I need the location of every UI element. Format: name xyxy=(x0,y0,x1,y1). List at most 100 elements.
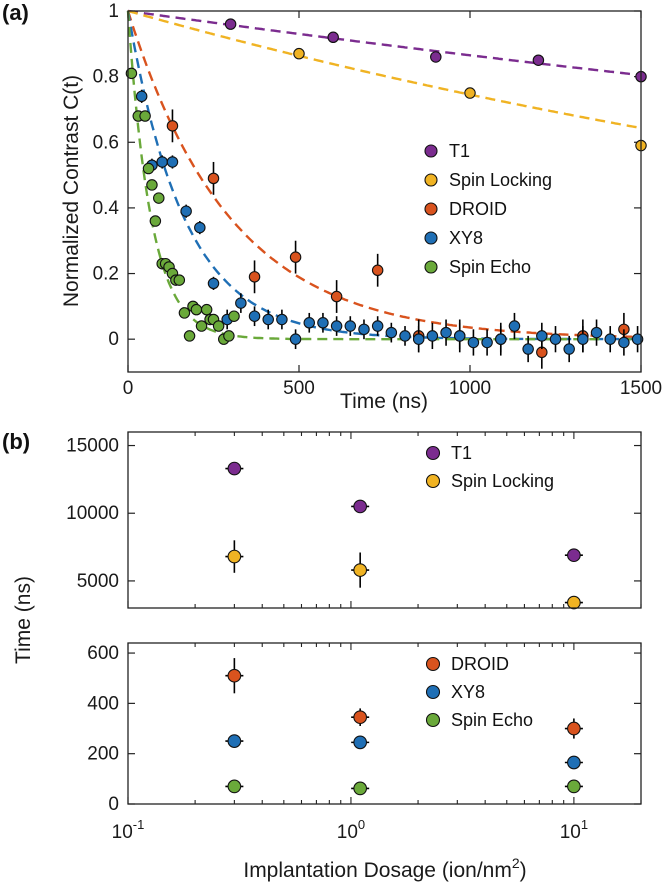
data-point-droid xyxy=(371,264,384,277)
data-point-xy8 xyxy=(567,755,581,770)
x-tick-label-exponent: -1 xyxy=(133,817,145,832)
panel-b-xlabel-main: Implantation Dosage (ion/nm xyxy=(243,859,511,882)
data-point-t1 xyxy=(227,461,242,476)
legend-marker-spin-echo xyxy=(424,260,438,274)
data-point-droid xyxy=(289,251,302,263)
data-point-xy8 xyxy=(289,333,302,345)
data-point-droid xyxy=(166,120,179,132)
data-point-spin-echo xyxy=(195,320,208,332)
data-point-t1 xyxy=(327,31,339,44)
panel-a-ticks: 0 500 1000 1500 0 0.2 0.4 0.6 0.8 1 xyxy=(93,1,663,399)
data-point-xy8 xyxy=(248,310,261,322)
panel-a-legend: T1 Spin Locking DROID XY8 Spin Echo xyxy=(424,141,552,277)
data-point-xy8 xyxy=(235,297,247,309)
y-tick-label: 200 xyxy=(87,744,119,765)
panel-b: (b) 5000 10000 15000 T1 Spin Locking 0 200 40… xyxy=(2,429,642,882)
data-point-xy8 xyxy=(262,313,274,326)
y-tick-label: 0.2 xyxy=(93,264,119,285)
y-tick-label: 10000 xyxy=(66,503,119,524)
data-point-xy8 xyxy=(135,90,148,103)
data-point-spin-echo xyxy=(190,303,203,316)
fit-curve-spin-echo xyxy=(126,10,641,341)
data-point-xy8 xyxy=(522,343,534,355)
fit-curve-xy8 xyxy=(126,10,641,341)
panel-b-bottom-data-points xyxy=(225,658,583,796)
data-point-spin-echo xyxy=(228,310,240,322)
data-point-xy8 xyxy=(385,326,398,339)
legend-label-droid: DROID xyxy=(449,199,507,219)
data-point-xy8 xyxy=(344,320,357,332)
data-point-spin-echo xyxy=(200,303,213,316)
data-point-droid xyxy=(330,290,343,303)
data-point-spin-echo xyxy=(153,192,165,204)
x-tick-label-base: 10 xyxy=(560,822,581,843)
panel-b-xlabel: Implantation Dosage (ion/nm2) xyxy=(243,855,526,882)
data-point-xy8 xyxy=(276,313,288,326)
data-point-xy8 xyxy=(536,330,548,342)
data-point-spin-locking xyxy=(464,87,476,99)
data-point-xy8 xyxy=(358,323,370,336)
y-tick-label: 15000 xyxy=(66,436,119,457)
data-point-xy8 xyxy=(156,156,168,168)
data-point-spin-echo xyxy=(212,320,225,332)
data-point-droid xyxy=(207,172,220,185)
data-point-spin-locking xyxy=(293,47,305,60)
data-point-xy8 xyxy=(399,330,411,342)
data-point-spin-echo xyxy=(567,779,581,794)
legend-marker-droid xyxy=(424,202,438,216)
panel-b-xlabel-tail: ) xyxy=(520,859,527,882)
panel-a-label: (a) xyxy=(2,0,29,25)
panel-b-bottom-legend: DROID XY8 Spin Echo xyxy=(425,654,533,730)
data-point-t1 xyxy=(532,54,545,66)
x-tick-label: 0 xyxy=(123,378,134,399)
x-tick-label: 101 xyxy=(560,817,588,843)
legend-label-spin-echo: Spin Echo xyxy=(451,710,533,730)
data-point-spin-echo xyxy=(178,307,191,319)
data-point-xy8 xyxy=(303,317,316,329)
data-point-xy8 xyxy=(227,734,242,748)
data-point-spin-echo xyxy=(139,110,151,122)
data-point-t1 xyxy=(224,18,237,30)
legend-marker-t1 xyxy=(425,445,441,461)
panel-a: (a) 0 500 1000 1500 0 0.2 0.4 0.6 0.8 1 T1 Spin Lo… xyxy=(2,0,662,413)
data-point-xy8 xyxy=(353,735,368,750)
y-tick-label: 5000 xyxy=(77,571,119,592)
panel-b-top-legend: T1 Spin Locking xyxy=(425,443,554,491)
y-tick-label: 400 xyxy=(87,693,119,714)
legend-label-t1: T1 xyxy=(449,141,470,161)
data-point-spin-locking xyxy=(567,595,581,610)
data-point-spin-echo xyxy=(353,781,368,796)
data-point-spin-echo xyxy=(142,162,155,175)
panel-a-ylabel: Normalized Contrast C(t) xyxy=(60,75,83,307)
data-point-spin-echo xyxy=(149,215,162,227)
data-point-spin-echo xyxy=(173,274,186,286)
data-point-t1 xyxy=(353,499,368,514)
panel-a-axes-frame xyxy=(127,10,642,373)
legend-label-xy8: XY8 xyxy=(449,228,483,248)
data-point-droid xyxy=(248,271,261,283)
panel-a-data-points xyxy=(125,18,647,369)
data-point-spin-echo xyxy=(223,330,235,342)
data-point-xy8 xyxy=(194,221,206,234)
data-point-droid xyxy=(353,710,368,725)
x-tick-label-base: 10 xyxy=(112,822,133,843)
data-point-xy8 xyxy=(453,330,466,342)
data-point-xy8 xyxy=(549,333,562,345)
legend-marker-spin-locking xyxy=(425,473,441,489)
x-tick-label: 1000 xyxy=(449,378,491,399)
panel-b-label: (b) xyxy=(2,429,30,454)
data-point-xy8 xyxy=(180,205,192,217)
data-point-xy8 xyxy=(495,333,507,345)
panel-a-xlabel: Time (ns) xyxy=(340,390,428,413)
panel-a-fit-curves xyxy=(126,9,642,341)
legend-label-t1: T1 xyxy=(451,443,472,463)
x-tick-label-exponent: 1 xyxy=(581,817,588,832)
x-tick-label: 100 xyxy=(337,817,365,843)
legend-marker-droid xyxy=(425,656,441,672)
fit-curve-droid xyxy=(126,10,642,339)
data-point-droid xyxy=(567,721,581,736)
legend-label-xy8: XY8 xyxy=(451,682,485,702)
legend-marker-spin-locking xyxy=(424,173,438,187)
data-point-xy8 xyxy=(508,320,521,332)
data-point-xy8 xyxy=(590,326,603,339)
